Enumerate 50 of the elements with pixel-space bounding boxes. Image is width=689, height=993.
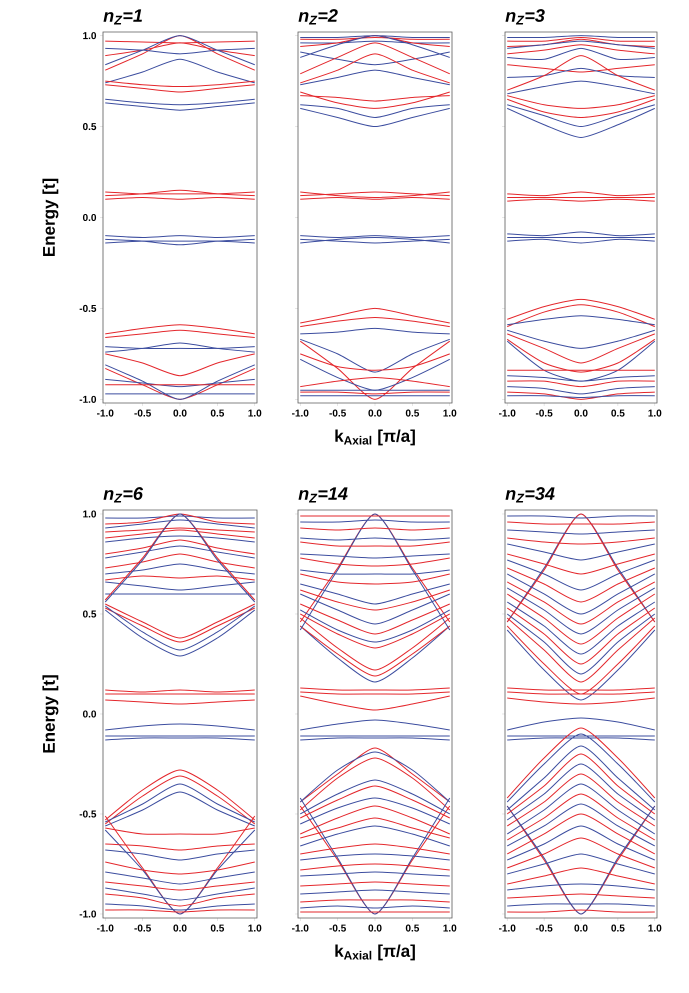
y-tick-label: 0.5: [82, 123, 96, 130]
chart-title: n$_{Z}$=6: [104, 487, 144, 502]
chart-title: n$_{Z}$=34: [506, 487, 555, 502]
x-tick-label: 0.0: [173, 410, 187, 417]
x-tick-label: -1.0: [97, 410, 114, 417]
x-tick-label: -0.5: [536, 924, 552, 932]
y-tick-label: -0.5: [80, 810, 96, 818]
x-tick-label: 1.0: [443, 924, 456, 932]
x-tick-label: 0.0: [368, 924, 382, 932]
y-tick-label: -1.0: [80, 910, 96, 918]
x-tick-label: 1.0: [443, 410, 456, 417]
x-tick-label: 0.5: [611, 924, 625, 932]
x-tick-label: -0.5: [134, 924, 151, 932]
y-axis-title: Energy [t]: [42, 178, 58, 256]
y-tick-label: 1.0: [83, 32, 96, 40]
x-tick-label: -0.5: [134, 410, 151, 417]
y-tick-label: 1.0: [83, 510, 96, 518]
x-tick-label: 0.0: [574, 924, 588, 932]
y-tick-label: -0.5: [80, 304, 96, 312]
x-axis-title: k$_{Axial}$ [π/a]: [335, 429, 415, 446]
x-tick-label: -1.0: [292, 924, 308, 932]
x-tick-label: -1.0: [498, 924, 516, 932]
y-tick-label: 0.0: [82, 710, 96, 718]
x-tick-label: 1.0: [248, 924, 262, 932]
chart-title: n$_{Z}$=3: [506, 9, 545, 24]
x-tick-label: 0.0: [173, 924, 187, 932]
chart-title: n$_{Z}$=2: [298, 9, 338, 24]
x-tick-label: 1.0: [648, 924, 662, 932]
x-tick-label: 0.5: [406, 924, 420, 932]
x-tick-label: 0.5: [210, 410, 224, 417]
x-tick-label: 0.5: [611, 410, 625, 417]
x-tick-label: -1.0: [97, 924, 114, 932]
x-tick-label: 1.0: [648, 410, 662, 417]
y-tick-label: 0.0: [82, 214, 96, 222]
y-tick-label: 0.5: [82, 610, 96, 618]
x-tick-label: 0.0: [574, 410, 588, 417]
x-tick-label: -0.5: [329, 410, 346, 417]
x-tick-label: -0.5: [536, 410, 552, 417]
x-axis-title: k$_{Axial}$ [π/a]: [335, 944, 415, 960]
x-tick-label: 0.0: [368, 410, 382, 417]
chart-title: n$_{Z}$=14: [298, 487, 348, 502]
y-tick-label: -1.0: [80, 396, 96, 403]
x-tick-label: 1.0: [248, 410, 262, 417]
x-tick-label: -1.0: [498, 410, 516, 417]
chart-title: n$_{Z}$=1: [104, 9, 142, 24]
x-tick-label: -0.5: [329, 924, 346, 932]
x-tick-label: 0.5: [406, 410, 420, 417]
x-tick-label: 0.5: [210, 924, 224, 932]
y-axis-title: Energy [t]: [42, 675, 58, 753]
x-tick-label: -1.0: [292, 410, 308, 417]
